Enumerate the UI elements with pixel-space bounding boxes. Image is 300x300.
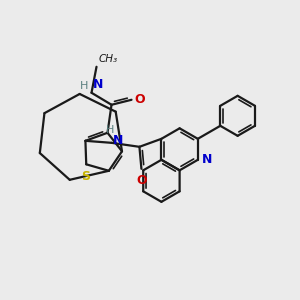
Text: H: H xyxy=(80,81,88,91)
Text: S: S xyxy=(81,170,90,183)
Text: CH₃: CH₃ xyxy=(98,54,118,64)
Text: O: O xyxy=(136,174,147,187)
Text: N: N xyxy=(112,134,123,147)
Text: O: O xyxy=(134,93,145,106)
Text: N: N xyxy=(92,78,103,91)
Text: H: H xyxy=(106,125,115,135)
Text: N: N xyxy=(202,153,212,166)
